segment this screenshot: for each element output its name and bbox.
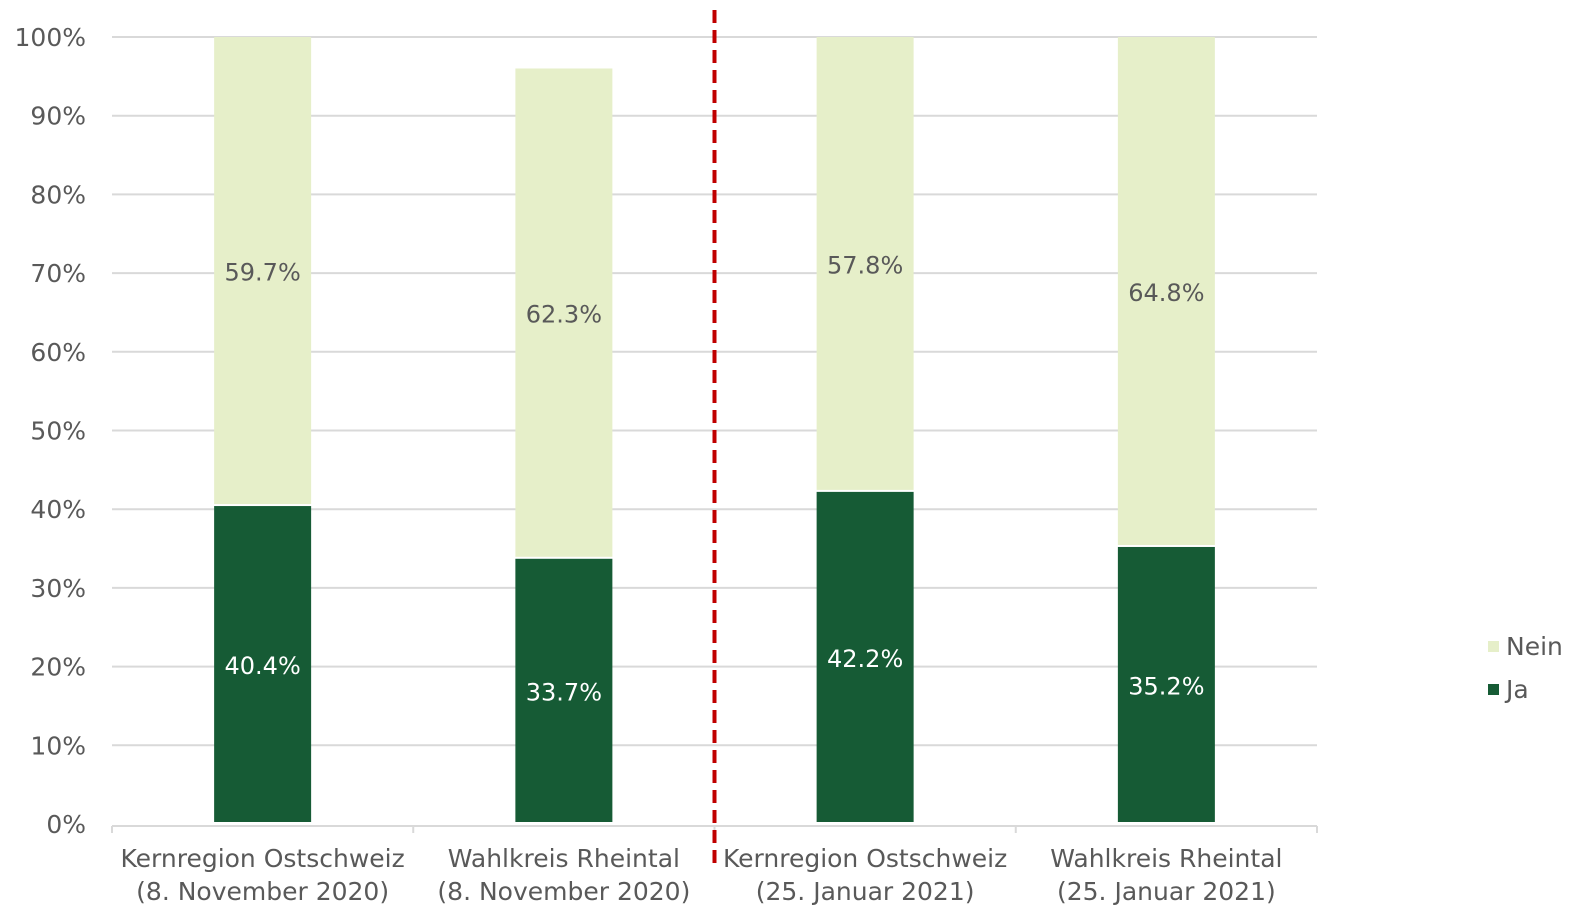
legend-label-ja: Ja bbox=[1504, 675, 1529, 704]
x-category-label: Wahlkreis Rheintal bbox=[448, 844, 680, 873]
data-label: 35.2% bbox=[1128, 672, 1204, 700]
y-tick-label: 70% bbox=[30, 259, 86, 288]
y-tick-label: 60% bbox=[30, 338, 86, 367]
y-tick-label: 40% bbox=[30, 495, 86, 524]
data-label: 42.2% bbox=[827, 645, 903, 673]
data-label: 33.7% bbox=[526, 678, 602, 706]
data-label: 59.7% bbox=[225, 259, 301, 287]
data-label: 64.8% bbox=[1128, 279, 1204, 307]
x-axis: Kernregion Ostschweiz (8. November 2020) W… bbox=[111, 825, 1318, 906]
x-category-label: (25. Januar 2021) bbox=[756, 877, 975, 906]
y-tick-label: 50% bbox=[30, 417, 86, 446]
bar-nein bbox=[816, 37, 914, 490]
x-category-label: (25. Januar 2021) bbox=[1057, 877, 1276, 906]
bar-nein bbox=[214, 37, 312, 505]
bar-ja bbox=[515, 558, 613, 822]
y-tick-label: 30% bbox=[30, 574, 86, 603]
x-category-label: Kernregion Ostschweiz bbox=[121, 844, 405, 873]
bar-ja bbox=[214, 506, 312, 822]
y-tick-label: 100% bbox=[15, 23, 86, 52]
bars: 40.4% 59.7% 33.7% 62.3% 42.2% 57.8% 35.2% 64.8% bbox=[214, 37, 1215, 822]
legend-label-nein: Nein bbox=[1506, 632, 1563, 661]
y-tick-label: 0% bbox=[46, 810, 86, 839]
bar-ja bbox=[816, 491, 914, 822]
data-label: 40.4% bbox=[225, 652, 301, 680]
bar-nein bbox=[1117, 37, 1215, 545]
x-category-label: (8. November 2020) bbox=[136, 877, 389, 906]
x-category-label: Kernregion Ostschweiz bbox=[723, 844, 1007, 873]
legend-swatch-nein bbox=[1488, 641, 1499, 652]
y-tick-label: 90% bbox=[30, 102, 86, 131]
y-tick-label: 80% bbox=[30, 180, 86, 209]
y-tick-label: 20% bbox=[30, 653, 86, 682]
data-label: 57.8% bbox=[827, 251, 903, 279]
legend-swatch-ja bbox=[1488, 684, 1499, 695]
x-category-label: (8. November 2020) bbox=[437, 877, 690, 906]
y-axis-tick-labels: 0% 10% 20% 30% 40% 50% 60% 70% 80% 90% 100% bbox=[15, 23, 86, 839]
y-tick-label: 10% bbox=[30, 731, 86, 760]
bar-nein bbox=[515, 68, 613, 557]
legend: Nein Ja bbox=[1488, 632, 1563, 704]
data-label: 62.3% bbox=[526, 301, 602, 329]
x-category-label: Wahlkreis Rheintal bbox=[1050, 844, 1282, 873]
bar-ja bbox=[1117, 546, 1215, 822]
